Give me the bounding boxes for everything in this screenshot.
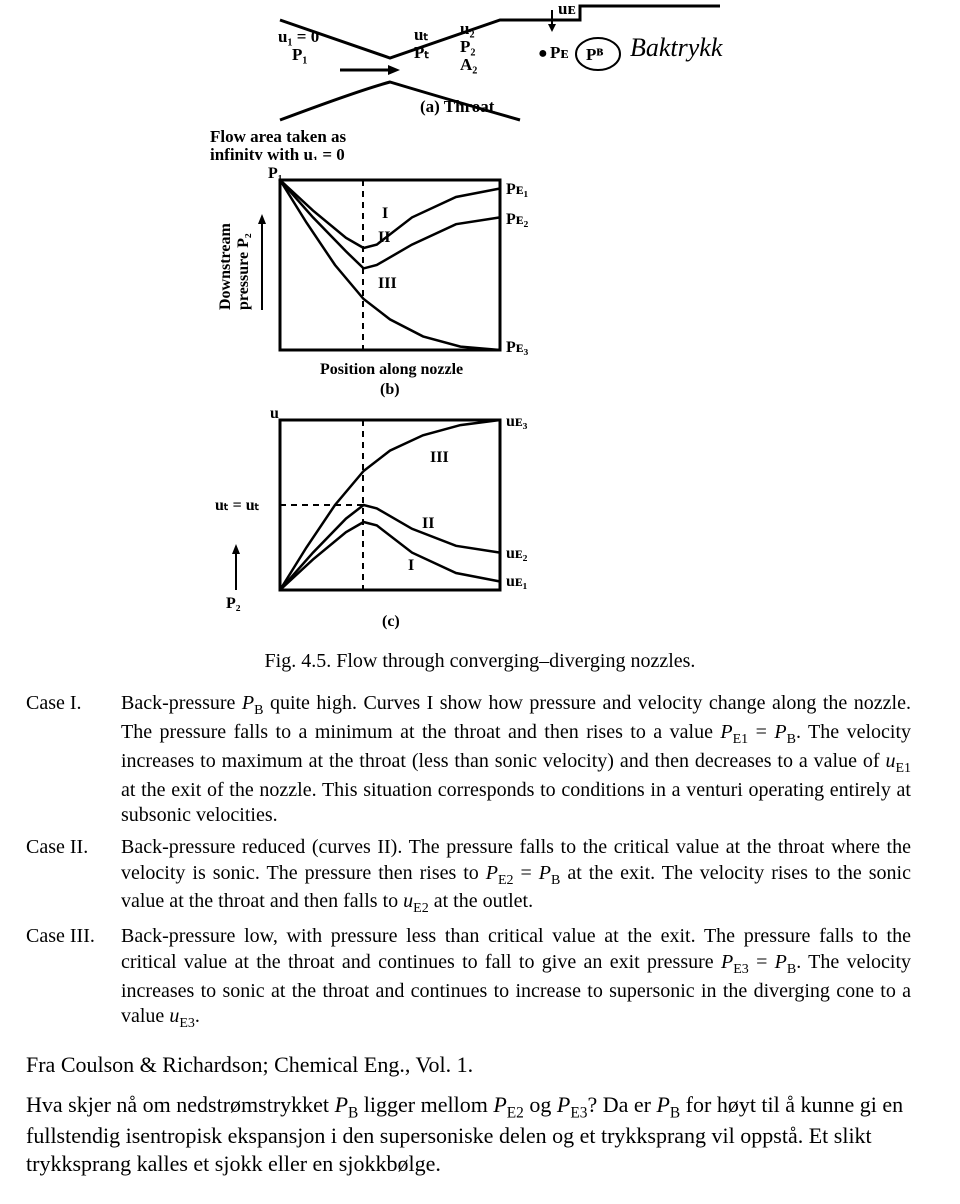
lbl-a2: A₂: [460, 55, 477, 74]
lbl-c-II: II: [422, 515, 434, 532]
lbl-b-pe1: Pᴇ₁: [506, 181, 528, 198]
footer-paragraph: Hva skjer nå om nedstrømstrykket PB ligg…: [0, 1091, 960, 1178]
lbl-ut: uₜ: [414, 25, 428, 44]
lbl-pb: Pᴮ: [586, 45, 603, 64]
lbl-p2: P₂: [460, 37, 475, 56]
lbl-c-I: I: [408, 557, 414, 574]
figure-caption: Fig. 4.5. Flow through converging–diverg…: [0, 650, 960, 673]
lbl-ue: uᴇ: [558, 0, 576, 18]
case-3: Case III. Back-pressure low, with pressu…: [0, 924, 960, 1039]
lbl-b-III: III: [378, 275, 397, 292]
svg-text:Downstream: Downstream: [217, 223, 234, 310]
lbl-pt: Pₜ: [414, 43, 429, 62]
lbl-c-ue1: uᴇ₁: [506, 573, 528, 590]
lbl-c-ut: uₜ = uₜ: [215, 497, 260, 514]
lbl-pe: Pᴇ: [550, 43, 569, 62]
handwriting: Baktrykk: [630, 33, 723, 62]
figure-a-nozzle: ● u₁ = 0 P₁ uₜ Pₜ u₂ P₂ A₂ uᴇ Pᴇ Pᴮ (a) …: [160, 0, 800, 160]
footer-source: Fra Coulson & Richardson; Chemical Eng.,…: [0, 1051, 960, 1079]
lbl-flow-note-1: Flow area taken as: [210, 127, 347, 146]
lbl-c-sub: (c): [382, 613, 400, 630]
lbl-b-pe3: Pᴇ₃: [506, 339, 528, 356]
lbl-b-I: I: [382, 205, 388, 222]
case-1: Case I. Back-pressure PB quite high. Cur…: [0, 691, 960, 835]
lbl-c-u: u: [270, 405, 279, 422]
svg-text:●: ●: [538, 45, 548, 62]
svg-text:pressure P₂: pressure P₂: [235, 233, 252, 310]
lbl-b-sub: (b): [380, 381, 400, 398]
lbl-throat: (a) Throat: [420, 97, 495, 116]
lbl-c-ue2: uᴇ₂: [506, 545, 528, 562]
lbl-u1: u₁ = 0: [278, 27, 319, 46]
figure-c-velocity-plot: u uₜ = uₜ P₂ uᴇ₃ uᴇ₂ uᴇ₁ III II I (c): [160, 400, 800, 640]
lbl-c-p2: P₂: [226, 595, 241, 612]
lbl-p1: P₁: [292, 45, 307, 64]
case-2: Case II. Back-pressure reduced (curves I…: [0, 835, 960, 924]
lbl-c-ue3: uᴇ₃: [506, 413, 528, 430]
lbl-u2: u₂: [460, 19, 475, 38]
lbl-c-III: III: [430, 449, 449, 466]
figure-b-pressure-plot: Downstream pressure P₂ P₁ Pᴇ₁ Pᴇ₂ Pᴇ₃ I …: [160, 160, 800, 400]
lbl-b-pe2: Pᴇ₂: [506, 211, 528, 228]
lbl-flow-note-2: infinity with u₁ = 0: [210, 145, 345, 160]
lbl-b-x: Position along nozzle: [320, 361, 463, 378]
